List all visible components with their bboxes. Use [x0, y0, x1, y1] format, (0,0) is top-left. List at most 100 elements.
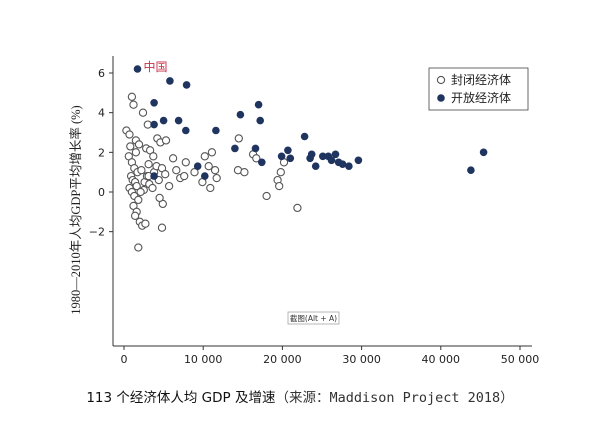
closed-economy-point	[141, 219, 150, 228]
open-economy-point	[307, 150, 316, 159]
open-economy-point	[286, 154, 295, 163]
x-tick-label: 40 000	[422, 353, 461, 366]
closed-economy-point	[131, 148, 141, 157]
open-economy-point	[300, 132, 309, 141]
y-tick-label: 4	[98, 107, 105, 120]
legend-closed-label: 封闭经济体	[451, 72, 511, 87]
closed-economy-point	[293, 203, 302, 213]
y-axis: −2 0 2 4 6	[89, 67, 113, 239]
x-tick-label: 0	[121, 353, 128, 366]
y-axis-label: 1980—2010年人均GDP平均增长率 (%)	[68, 105, 83, 314]
x-tick-label: 50 000	[501, 353, 540, 366]
closed-economy-point	[164, 181, 174, 191]
closed-economy-point	[276, 168, 285, 177]
open-economy-point	[479, 148, 488, 157]
closed-economy-point	[172, 166, 181, 175]
closed-economy-point	[134, 243, 143, 252]
open-economy-point	[284, 146, 292, 155]
y-tick-label: 6	[98, 67, 105, 80]
closed-economy-point	[125, 130, 134, 139]
legend-open-label: 开放经济体	[451, 90, 511, 105]
closed-economy-point	[149, 152, 158, 161]
data-points	[122, 65, 488, 252]
x-tick-label: 30 000	[342, 353, 381, 366]
closed-economy-point	[252, 154, 261, 163]
closed-economy-point	[240, 168, 249, 177]
closed-economy-point	[127, 92, 137, 101]
closed-economy-point	[204, 162, 213, 171]
open-economy-point	[345, 162, 353, 170]
open-economy-point	[182, 81, 191, 89]
open-economy-point	[331, 150, 340, 159]
caption-source: （来源：Maddison Project 2018）	[275, 390, 514, 406]
open-economy-point	[277, 152, 286, 161]
legend-open-marker	[437, 94, 445, 102]
closed-economy-point	[126, 142, 135, 151]
open-economy-point	[133, 65, 142, 73]
x-tick-label: 20 000	[263, 353, 302, 366]
open-economy-point	[166, 77, 174, 85]
figure-caption: 113 个经济体人均 GDP 及增速（来源：Maddison Project 2…	[0, 386, 600, 406]
closed-economy-point	[137, 166, 146, 175]
open-economy-point	[338, 160, 347, 168]
x-axis: 0 10 000 20 000 30 000 40 000 50 000	[121, 346, 540, 366]
closed-economy-point	[190, 168, 199, 177]
closed-economy-point	[210, 166, 220, 175]
y-tick-label: 2	[98, 146, 105, 159]
closed-economy-point	[180, 171, 189, 181]
open-economy-point	[258, 158, 266, 167]
open-economy-point	[354, 156, 363, 165]
open-economy-point	[174, 116, 183, 125]
open-economy-point	[193, 162, 202, 170]
tooltip-text: 截图(Alt + A)	[290, 313, 337, 323]
closed-economy-point	[206, 183, 215, 193]
open-economy-point	[212, 126, 220, 135]
closed-economy-point	[212, 173, 221, 183]
legend-box	[428, 67, 529, 111]
y-tick-label: 0	[98, 186, 105, 199]
open-economy-point	[251, 144, 260, 153]
y-tick-label: −2	[89, 226, 105, 239]
china-annotation: 中国	[143, 59, 167, 74]
open-economy-point	[236, 110, 245, 119]
closed-economy-point	[207, 148, 217, 157]
open-economy-point	[150, 172, 158, 180]
open-economy-point	[319, 152, 327, 161]
open-economy-point	[327, 156, 336, 165]
closed-economy-point	[134, 195, 143, 205]
open-economy-point	[311, 162, 320, 170]
tooltip-box	[287, 311, 340, 325]
closed-economy-point	[136, 187, 145, 197]
open-economy-point	[201, 172, 209, 180]
open-economy-point	[150, 99, 158, 107]
open-economy-point	[182, 126, 190, 135]
open-economy-point	[254, 100, 263, 109]
closed-economy-point	[200, 152, 209, 161]
caption-main: 113 个经济体人均 GDP 及增速	[86, 390, 276, 406]
open-economy-point	[150, 120, 158, 129]
closed-economy-point	[234, 134, 243, 143]
closed-economy-point	[161, 136, 171, 145]
closed-economy-point	[129, 100, 138, 109]
closed-economy-point	[168, 154, 178, 163]
closed-economy-point	[144, 160, 153, 169]
plot-frame	[112, 56, 532, 347]
legend-closed-marker	[436, 75, 446, 85]
open-economy-point	[256, 116, 265, 125]
closed-economy-point	[157, 223, 167, 232]
closed-economy-point	[134, 140, 144, 149]
closed-economy-point	[181, 158, 190, 167]
closed-economy-point	[275, 181, 284, 191]
legend: 封闭经济体 开放经济体	[428, 67, 529, 111]
open-economy-point	[159, 116, 168, 125]
open-economy-point	[231, 144, 239, 153]
open-economy-point	[467, 166, 475, 174]
closed-economy-point	[138, 108, 148, 117]
closed-economy-point	[161, 170, 170, 179]
closed-economy-point	[130, 211, 140, 220]
screenshot-tooltip: 截图(Alt + A)	[287, 311, 340, 325]
closed-economy-point	[148, 183, 157, 193]
closed-economy-point	[155, 193, 164, 203]
x-tick-label: 10 000	[184, 353, 223, 366]
